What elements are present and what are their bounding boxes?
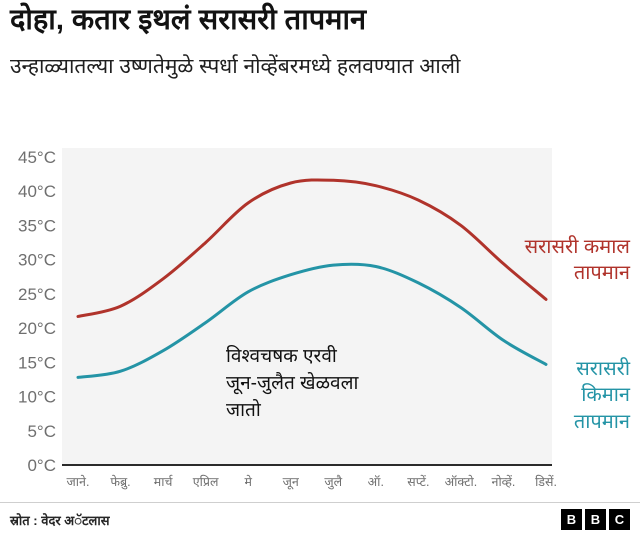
svg-text:25°C: 25°C	[18, 285, 56, 304]
svg-text:मे: मे	[244, 474, 252, 489]
svg-text:0°C: 0°C	[27, 456, 56, 475]
svg-text:मार्च: मार्च	[154, 474, 174, 489]
svg-text:सप्टें.: सप्टें.	[407, 474, 429, 489]
svg-text:जून: जून	[283, 475, 300, 490]
bbc-logo-block-1: B	[561, 509, 582, 530]
svg-text:ऑ.: ऑ.	[368, 475, 384, 489]
svg-text:35°C: 35°C	[18, 216, 56, 235]
svg-text:जाने.: जाने.	[67, 474, 90, 489]
chart-title: दोहा, कतार इथलं सरासरी तापमान	[10, 4, 367, 36]
svg-text:फेब्रु.: फेब्रु.	[110, 474, 130, 490]
series-label-min-temperature: सरासरी किमान तापमान	[573, 358, 630, 433]
bbc-logo-block-2: B	[585, 509, 606, 530]
svg-text:नोव्हें.: नोव्हें.	[492, 474, 516, 489]
series-label-max-temperature: सरासरी कमाल तापमान	[524, 236, 630, 285]
svg-text:40°C: 40°C	[18, 182, 56, 201]
svg-text:10°C: 10°C	[18, 388, 56, 407]
bbc-logo-block-3: C	[609, 509, 630, 530]
svg-text:30°C: 30°C	[18, 251, 56, 270]
svg-text:5°C: 5°C	[27, 422, 56, 441]
source-text: स्रोत : वेदर अॅटलास	[10, 512, 110, 528]
footer: स्रोत : वेदर अॅटलास B B C	[0, 502, 640, 536]
svg-text:डिसें.: डिसें.	[535, 474, 557, 489]
chart-subtitle: उन्हाळ्यातल्या उष्णतेमुळे स्पर्धा नोव्हे…	[10, 55, 461, 78]
svg-text:एप्रिल: एप्रिल	[193, 474, 219, 489]
bbc-logo: B B C	[561, 509, 630, 530]
svg-text:45°C: 45°C	[18, 148, 56, 167]
svg-text:ऑक्टो.: ऑक्टो.	[445, 474, 478, 489]
line-chart-canvas: 0°C 5°C 10°C 15°C 20°C 25°C 30°C 35°C 40°C 45°C जा…	[18, 148, 557, 490]
svg-text:20°C: 20°C	[18, 319, 56, 338]
chart-annotation: विश्वचषक एरवी जून-जुलैत खेळवला जातो	[226, 346, 359, 421]
temperature-line-chart: 0°C 5°C 10°C 15°C 20°C 25°C 30°C 35°C 40°C 45°C जा…	[0, 140, 640, 500]
svg-text:जुलै: जुलै	[324, 474, 342, 490]
svg-text:15°C: 15°C	[18, 353, 56, 372]
